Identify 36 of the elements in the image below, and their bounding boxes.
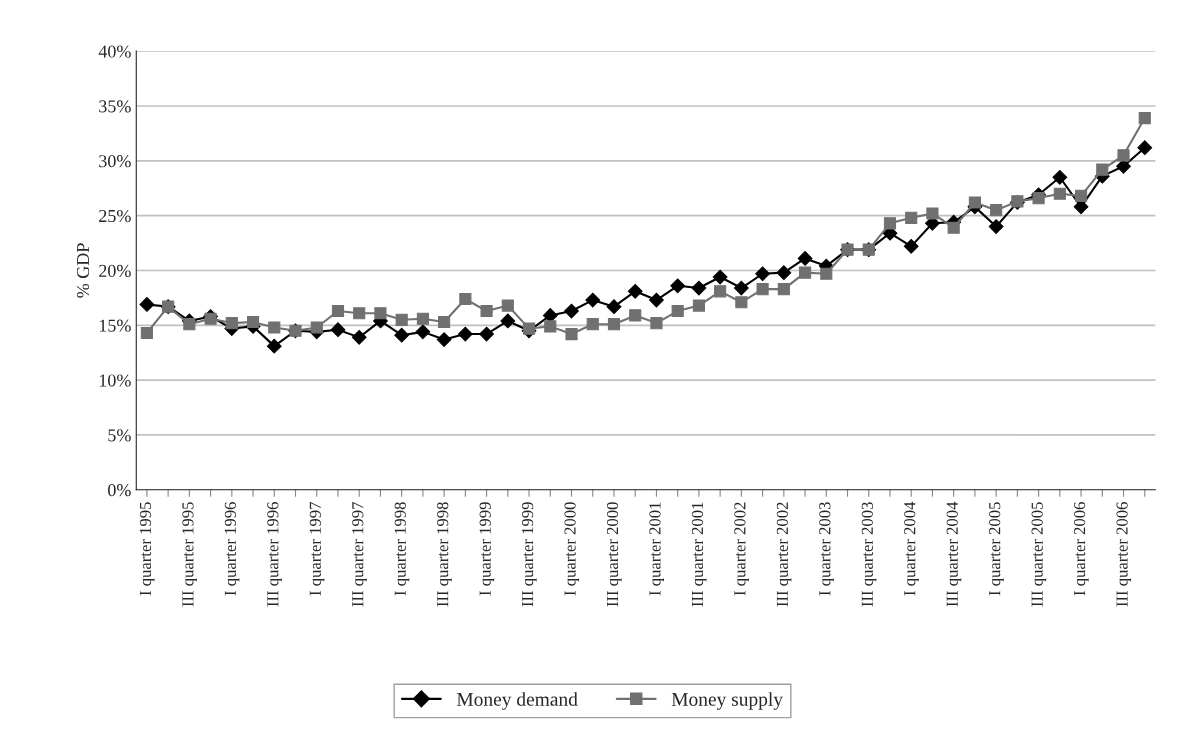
x-tick-label: I quarter 2000: [564, 502, 580, 596]
y-tick-label: 35%: [99, 100, 131, 113]
y-tick-label: 20%: [99, 264, 131, 277]
x-tick-label: III quarter 2003: [861, 502, 877, 607]
x-tick-label: III quarter 1997: [352, 502, 367, 607]
x-tick-label: III quarter 2001: [691, 502, 707, 607]
y-tick-label: 25%: [99, 209, 131, 223]
y-tick-label: 10%: [99, 374, 131, 387]
x-tick-label: III quarter 1999: [522, 502, 537, 607]
y-tick-label: 5%: [108, 429, 131, 442]
x-tick-label: III quarter 2005: [1031, 502, 1047, 607]
x-tick-label: I quarter 2004: [904, 501, 919, 596]
x-tick-label: III quarter 1995: [182, 502, 197, 607]
x-tick-label: I quarter 2005: [989, 502, 1004, 596]
y-tick-label: 15%: [99, 319, 131, 332]
legend-label: Money demand: [456, 692, 578, 710]
x-tick-label: I quarter 1997: [309, 502, 325, 596]
x-tick-label: III quarter 1996: [267, 502, 282, 607]
x-tick-label: III quarter 2002: [776, 502, 792, 607]
x-tick-label: I quarter 2001: [649, 502, 664, 596]
x-tick-label: I quarter 2006: [1073, 502, 1089, 596]
x-tick-label: I quarter 2002: [734, 502, 749, 596]
x-tick-label: I quarter 2003: [819, 502, 834, 596]
legend-label: Money supply: [671, 692, 783, 710]
y-tick-label: 0%: [108, 484, 131, 497]
y-tick-label: 40%: [98, 45, 131, 58]
x-tick-label: III quarter 2000: [606, 502, 622, 607]
x-tick-label: III quarter 2004: [946, 501, 962, 607]
y-axis-title: % GDP: [76, 243, 90, 298]
x-tick-label: I quarter 1996: [224, 502, 240, 596]
y-tick-label: 30%: [99, 155, 131, 168]
x-tick-label: III quarter 1998: [437, 502, 452, 607]
x-tick-label: I quarter 1999: [479, 502, 495, 596]
x-tick-label: I quarter 1998: [394, 502, 410, 596]
x-tick-label: I quarter 1995: [139, 502, 155, 596]
x-tick-label: III quarter 2006: [1116, 502, 1132, 607]
